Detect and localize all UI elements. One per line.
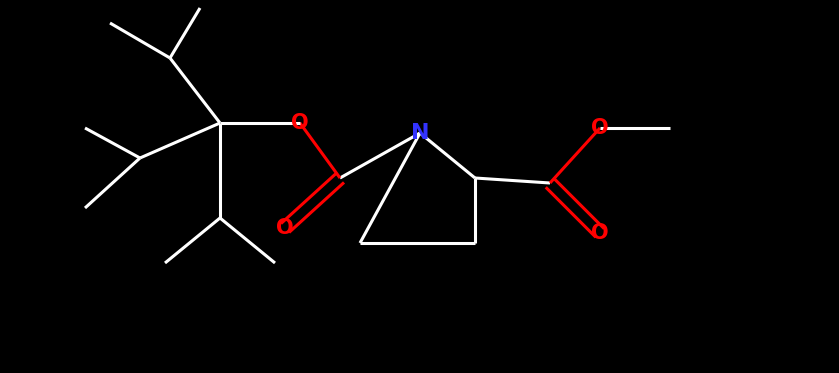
Text: O: O — [591, 223, 609, 243]
Text: O: O — [276, 218, 294, 238]
Text: N: N — [411, 123, 430, 143]
Text: O: O — [291, 113, 309, 133]
Text: O: O — [591, 118, 609, 138]
